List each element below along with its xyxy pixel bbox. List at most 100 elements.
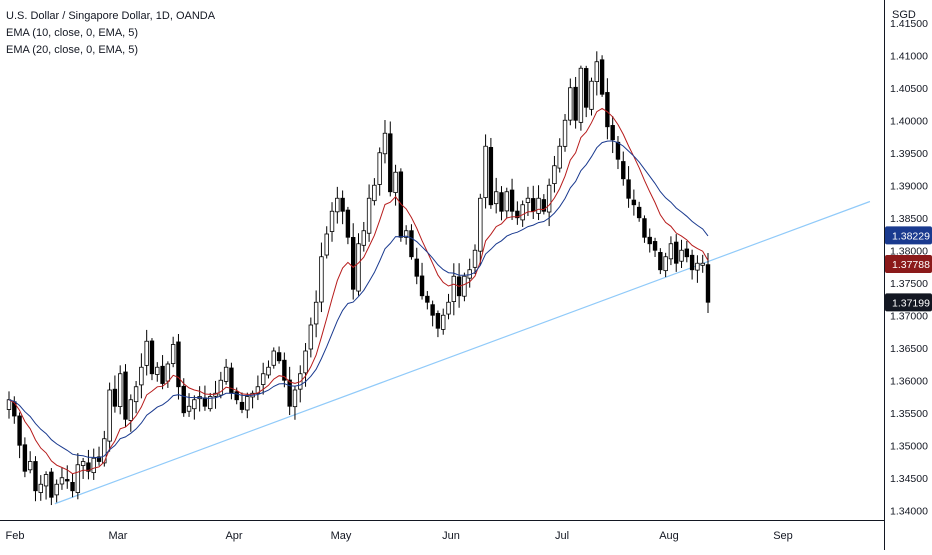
candle-body — [573, 86, 578, 121]
candle — [91, 448, 96, 480]
candle-body — [515, 210, 520, 219]
candle-body — [361, 230, 366, 246]
candle — [144, 329, 149, 376]
candle — [250, 390, 255, 409]
x-tick-label: Apr — [225, 530, 242, 542]
candle-body — [414, 258, 419, 277]
candle — [65, 465, 70, 489]
price-label-text: 1.37788 — [892, 259, 930, 271]
candle-body — [531, 198, 536, 212]
candle — [17, 412, 22, 459]
candle-body — [615, 141, 621, 160]
candle-body — [6, 399, 12, 410]
candle-body — [133, 386, 139, 403]
ema-20-label: EMA (20, close, 0, EMA, 5) — [6, 44, 139, 56]
candle — [552, 155, 557, 193]
candle — [33, 456, 38, 502]
y-tick-label: 1.35500 — [890, 408, 928, 420]
candle — [335, 186, 340, 224]
y-tick-label: 1.37500 — [890, 278, 928, 290]
candle — [679, 239, 684, 268]
candle — [43, 471, 49, 500]
candle — [107, 382, 112, 452]
candle-body — [493, 191, 499, 205]
candle — [340, 190, 345, 225]
y-tick-label: 1.39000 — [890, 180, 928, 192]
candle-body — [419, 275, 425, 297]
candle-body — [403, 230, 409, 238]
candle-body — [647, 236, 652, 245]
candle — [372, 178, 377, 206]
candle-body — [91, 457, 96, 474]
candle — [266, 360, 271, 379]
candle-body — [149, 340, 155, 375]
candle — [509, 178, 515, 221]
candle-body — [49, 471, 54, 498]
candle — [245, 392, 250, 419]
candle-body — [562, 119, 568, 147]
candle — [531, 185, 536, 220]
candle — [324, 226, 329, 259]
candle — [96, 446, 102, 466]
candle — [636, 201, 642, 222]
candle-body — [366, 197, 372, 234]
price-label-text: 1.37199 — [892, 297, 930, 309]
candle-body — [144, 340, 149, 366]
candle-body — [75, 464, 81, 493]
candle-body — [329, 210, 335, 232]
candle — [647, 228, 652, 253]
y-tick-label: 1.40000 — [890, 115, 928, 127]
candle-body — [345, 209, 351, 238]
candle — [70, 473, 75, 498]
candle-body — [340, 197, 345, 212]
candle-body — [208, 396, 213, 410]
ema-10-line — [8, 107, 709, 475]
candle — [462, 272, 467, 302]
candle — [49, 468, 54, 506]
candle-body — [605, 92, 610, 128]
candle — [192, 395, 197, 420]
candle-body — [658, 252, 663, 271]
candle-body — [96, 456, 102, 462]
candle-body — [319, 256, 324, 303]
y-tick-label: 1.38000 — [890, 245, 928, 257]
candle-body — [335, 197, 340, 213]
candle-body — [255, 386, 261, 394]
candle — [292, 385, 298, 420]
candle-body — [139, 366, 144, 386]
candle-body — [128, 399, 133, 421]
candle — [403, 225, 409, 245]
y-tick-label: 1.35000 — [890, 440, 928, 452]
candle — [27, 451, 33, 474]
candle — [441, 308, 446, 335]
candle-body — [541, 199, 547, 212]
candle — [149, 338, 155, 381]
y-tick-label: 1.37000 — [890, 310, 928, 322]
candle-body — [176, 341, 181, 388]
candle-body — [351, 237, 356, 290]
candle-body — [642, 218, 647, 238]
candle-body — [568, 87, 573, 121]
candle-body — [705, 264, 711, 303]
candle — [493, 177, 499, 214]
y-tick-label: 1.40500 — [890, 83, 928, 95]
ema-10-label: EMA (10, close, 0, EMA, 5) — [6, 27, 139, 39]
candle-body — [689, 254, 695, 271]
chart-title: U.S. Dollar / Singapore Dollar, 1D, OAND… — [6, 10, 216, 22]
candle-body — [441, 314, 446, 330]
candle — [393, 164, 398, 206]
candle — [271, 347, 276, 369]
candle-body — [356, 243, 361, 292]
candle — [557, 138, 562, 173]
candle-body — [287, 379, 292, 407]
candle-body — [668, 243, 674, 260]
y-tick-label: 1.41500 — [890, 18, 928, 30]
candle — [361, 221, 366, 252]
candle-body — [578, 67, 584, 123]
candle — [170, 336, 176, 368]
candle — [472, 244, 478, 275]
candle-body — [324, 233, 329, 256]
candle-body — [393, 171, 398, 193]
candle-body — [584, 68, 589, 108]
